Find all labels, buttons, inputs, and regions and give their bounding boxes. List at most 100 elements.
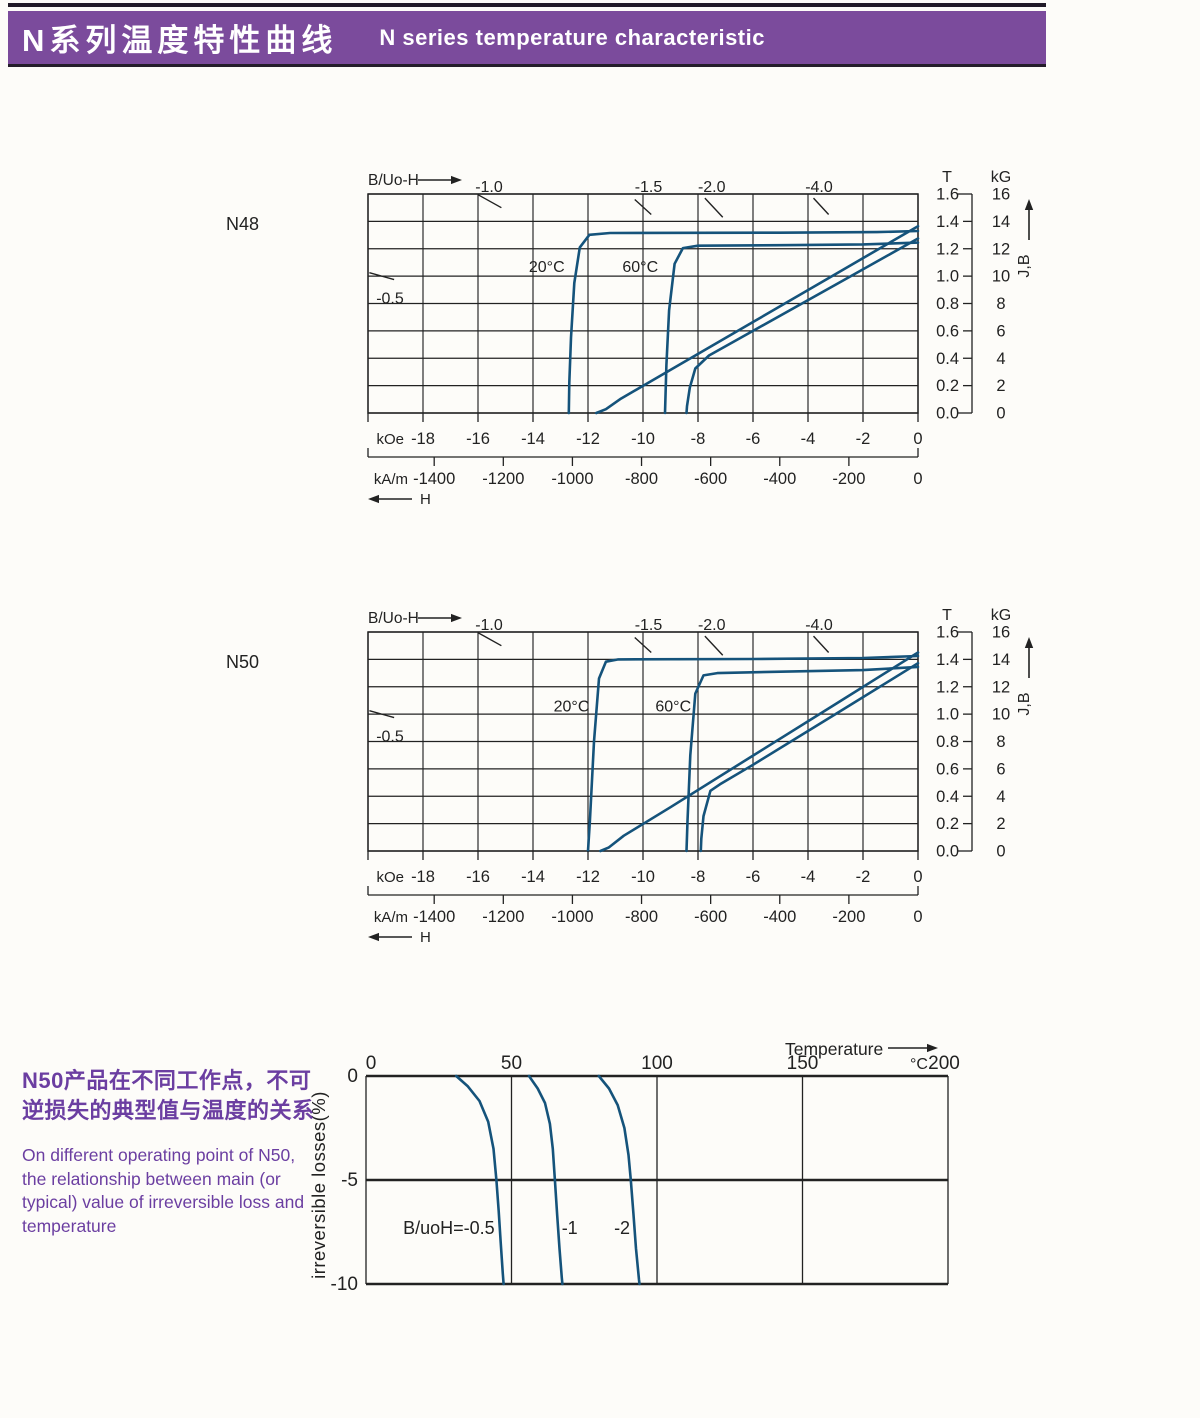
kAm-tick-label: -1400 bbox=[413, 470, 455, 488]
loss-tick-label: 0 bbox=[347, 1066, 358, 1087]
kOe-tick-label: -14 bbox=[521, 430, 545, 448]
T-tick-label: 0.2 bbox=[936, 815, 959, 833]
loss-tick-label: -5 bbox=[341, 1170, 358, 1191]
curve-b-60-c bbox=[699, 661, 920, 853]
kAm-tick-label: -1000 bbox=[551, 908, 593, 926]
temperature-arrow-head bbox=[927, 1043, 938, 1053]
grade-label: N50 bbox=[226, 652, 259, 672]
T-tick-label: 1.4 bbox=[936, 651, 959, 669]
chart-irreversible-loss: 0 50 100 150 200°C Temperature 0 -5 -10irreversi… bbox=[308, 1039, 960, 1295]
T-tick-label: 0.8 bbox=[936, 295, 959, 313]
kOe-tick-label: 0 bbox=[913, 430, 922, 448]
kAm-tick-label: -200 bbox=[832, 908, 865, 926]
kG-tick-label: 12 bbox=[992, 240, 1010, 258]
kOe-tick-label: -6 bbox=[746, 430, 761, 448]
kOe-tick-label: -18 bbox=[411, 430, 435, 448]
kAm-tick-label: -1000 bbox=[551, 470, 593, 488]
kAm-tick-label: -200 bbox=[832, 470, 865, 488]
kG-tick-label: 8 bbox=[996, 295, 1005, 313]
load-line-tick bbox=[369, 710, 395, 719]
unit-kG-header: kG bbox=[991, 169, 1011, 186]
kOe-tick-label: -12 bbox=[576, 868, 600, 886]
load-line-tick bbox=[704, 635, 724, 656]
load-line-tick bbox=[477, 194, 502, 209]
kAm-tick-label: -800 bbox=[625, 470, 658, 488]
loss-tick-label: -10 bbox=[331, 1274, 358, 1295]
jb-arrow-head bbox=[1024, 637, 1034, 648]
kOe-tick-label: -14 bbox=[521, 868, 545, 886]
T-tick-label: 0.0 bbox=[936, 843, 959, 861]
kG-tick-label: 16 bbox=[992, 624, 1010, 642]
kOe-tick-label: -6 bbox=[746, 868, 761, 886]
jb-axis-label: J,B bbox=[1016, 254, 1033, 277]
header-banner: N系列温度特性曲线 N series temperature character… bbox=[8, 11, 1046, 67]
kG-tick-label: 6 bbox=[996, 322, 1005, 340]
kAm-tick-label: -1200 bbox=[482, 908, 524, 926]
unit-T-header: T bbox=[942, 169, 952, 186]
kOe-tick-label: -4 bbox=[801, 430, 816, 448]
load-line-label: -1.0 bbox=[475, 617, 503, 634]
load-line-label: -2.0 bbox=[698, 179, 726, 196]
kG-tick-label: 2 bbox=[996, 815, 1005, 833]
kAm-tick-label: 0 bbox=[913, 470, 922, 488]
bh-title-arrow-head bbox=[451, 175, 462, 185]
kG-tick-label: 0 bbox=[996, 843, 1005, 861]
load-line-tick bbox=[477, 632, 502, 647]
curve-temp-label: 20°C bbox=[554, 698, 590, 715]
h-arrow-head bbox=[368, 932, 379, 942]
load-line-label: -4.0 bbox=[805, 617, 833, 634]
load-line-tick bbox=[369, 272, 395, 281]
load-line-label: -2.0 bbox=[698, 617, 726, 634]
chart-n50-demagnetization: N50 B/Uo-H -1.0 -1.5 -2.0 -4.0 -0.5 20°C 60°C kOe… bbox=[226, 607, 1034, 946]
temp-tick-label: 200 bbox=[928, 1053, 960, 1074]
kG-tick-label: 6 bbox=[996, 760, 1005, 778]
kAm-tick-label: 0 bbox=[913, 908, 922, 926]
curve-b-20-c bbox=[599, 651, 920, 853]
curve-b-20-c bbox=[595, 224, 920, 415]
kG-tick-label: 12 bbox=[992, 678, 1010, 696]
curve-j-60-c bbox=[685, 665, 920, 853]
kAm-tick-label: -1400 bbox=[413, 908, 455, 926]
jb-axis-label: J,B bbox=[1016, 692, 1033, 715]
temp-tick-label: 150 bbox=[787, 1053, 819, 1074]
curve-j-20-c bbox=[567, 229, 920, 415]
T-tick-label: 0.6 bbox=[936, 760, 959, 778]
T-tick-label: 1.6 bbox=[936, 624, 959, 642]
side-note-en-line: typical) value of irreversible loss and bbox=[22, 1192, 305, 1212]
load-line-label: -1.5 bbox=[635, 179, 663, 196]
curve-j-20-c bbox=[586, 654, 920, 853]
kOe-tick-label: -2 bbox=[856, 868, 871, 886]
kG-tick-label: 10 bbox=[992, 706, 1010, 724]
kOe-unit-label: kOe bbox=[376, 431, 404, 448]
page-title-en: N series temperature characteristic bbox=[379, 24, 765, 50]
load-line-label: -1.0 bbox=[475, 179, 503, 196]
T-tick-label: 1.6 bbox=[936, 186, 959, 204]
loss-curve-label: -2 bbox=[614, 1218, 630, 1238]
load-line-tick bbox=[812, 197, 830, 216]
temp-tick-label: 100 bbox=[641, 1053, 673, 1074]
kOe-tick-label: -8 bbox=[691, 430, 706, 448]
bh-axis-title: B/Uo-H bbox=[368, 610, 419, 627]
unit-kG-header: kG bbox=[991, 607, 1011, 624]
kG-tick-label: 4 bbox=[996, 350, 1005, 368]
T-tick-label: 0.0 bbox=[936, 405, 959, 423]
side-note-en-line: the relationship between main (or bbox=[22, 1168, 281, 1189]
kAm-tick-label: -400 bbox=[763, 908, 796, 926]
curve-j-60-c bbox=[663, 241, 920, 415]
kOe-unit-label: kOe bbox=[376, 869, 404, 886]
curve-loss-b-uoh-0-5 bbox=[454, 1074, 505, 1286]
kOe-tick-label: -2 bbox=[856, 430, 871, 448]
curve-b-60-c bbox=[685, 237, 920, 415]
temp-tick-label: 50 bbox=[501, 1053, 522, 1074]
kG-tick-label: 16 bbox=[992, 186, 1010, 204]
T-tick-label: 1.0 bbox=[936, 268, 959, 286]
curve-temp-label: 60°C bbox=[622, 259, 658, 276]
load-line-label: -4.0 bbox=[805, 179, 833, 196]
curve-temp-label: 60°C bbox=[655, 698, 691, 715]
T-tick-label: 0.2 bbox=[936, 377, 959, 395]
T-tick-label: 0.4 bbox=[936, 350, 959, 368]
kOe-tick-label: -18 bbox=[411, 868, 435, 886]
bh-title-arrow-head bbox=[451, 613, 462, 623]
load-line-label: -0.5 bbox=[376, 729, 404, 746]
loss-axis-title: irreversible losses(%) bbox=[308, 1091, 329, 1279]
